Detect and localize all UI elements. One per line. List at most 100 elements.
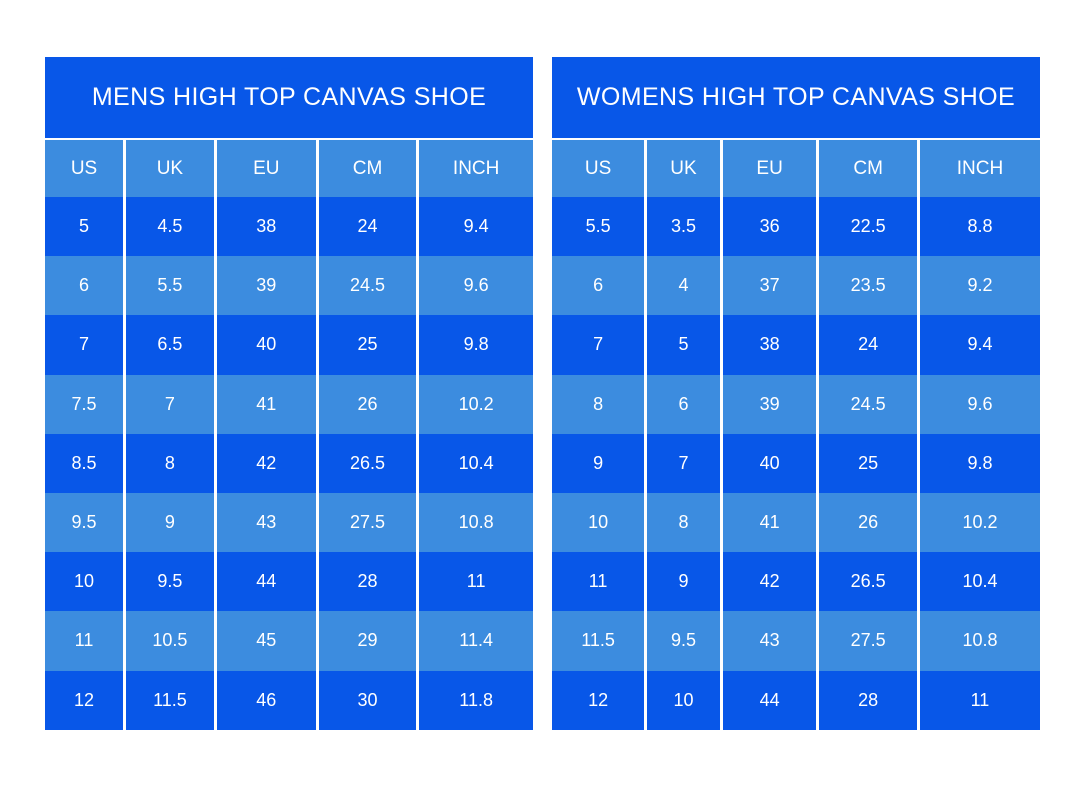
size-cell: 11.4 <box>416 611 533 671</box>
column-header-cm: CM <box>315 140 418 197</box>
table-row: 10 9.5 44 28 11 <box>45 552 533 612</box>
column-header-uk: UK <box>644 140 722 197</box>
size-cell: 6 <box>593 275 604 296</box>
size-cell: 8 <box>593 393 604 414</box>
size-charts: MENS HIGH TOP CANVAS SHOE US UK EU CM INCH 5… <box>45 57 1040 730</box>
size-cell: 36 <box>719 197 818 257</box>
size-cell: 9.8 <box>916 433 1040 493</box>
size-cell: 11.5 <box>123 670 216 730</box>
table-row: 7 5 38 24 9.4 <box>552 315 1040 375</box>
size-cell: 41 <box>719 492 818 553</box>
size-cell: 44 <box>719 670 818 730</box>
size-cell: 11 <box>588 571 608 592</box>
size-cell: 24.5 <box>816 374 919 434</box>
size-cell: 38 <box>719 315 818 375</box>
size-cell: 24 <box>816 315 919 375</box>
size-cell: 24.5 <box>315 256 418 316</box>
table-row: 7.5 7 41 26 10.2 <box>45 374 533 434</box>
size-cell: 10 <box>588 512 609 533</box>
size-cell: 11 <box>416 552 533 612</box>
column-header-cm: CM <box>816 140 919 197</box>
womens-size-grid: US UK EU CM INCH 5.5 3.5 36 22.5 8.8 6 4 37 23.5 9.2 7… <box>552 140 1040 730</box>
size-cell: 3.5 <box>644 197 722 257</box>
column-header-us: US <box>70 157 98 179</box>
size-cell: 9.4 <box>916 315 1040 375</box>
size-cell: 10 <box>644 670 722 730</box>
size-cell: 5 <box>644 315 722 375</box>
size-cell: 43 <box>719 611 818 671</box>
size-cell: 9.6 <box>916 374 1040 434</box>
size-cell: 37 <box>719 256 818 316</box>
size-cell: 6.5 <box>123 315 216 375</box>
size-cell: 9.5 <box>71 512 97 533</box>
size-cell: 27.5 <box>315 492 418 553</box>
table-row: 8.5 8 42 26.5 10.4 <box>45 433 533 493</box>
size-cell: 11.5 <box>581 630 615 651</box>
size-cell: 6 <box>79 275 90 296</box>
table-row: 9.5 9 43 27.5 10.8 <box>45 492 533 553</box>
size-cell: 12 <box>588 689 609 710</box>
size-cell: 9.8 <box>416 315 533 375</box>
size-cell: 5.5 <box>585 216 611 237</box>
size-cell: 10.8 <box>916 611 1040 671</box>
size-cell: 9.5 <box>644 611 722 671</box>
table-row: 5.5 3.5 36 22.5 8.8 <box>552 197 1040 257</box>
size-cell: 9 <box>593 452 604 473</box>
size-cell: 26 <box>315 374 418 434</box>
size-cell: 28 <box>816 670 919 730</box>
size-cell: 8 <box>644 492 722 553</box>
table-row: 8 6 39 24.5 9.6 <box>552 374 1040 434</box>
table-row: 11 9 42 26.5 10.4 <box>552 552 1040 612</box>
size-cell: 5.5 <box>123 256 216 316</box>
size-cell: 10 <box>74 571 95 592</box>
size-cell: 7 <box>644 433 722 493</box>
size-cell: 23.5 <box>816 256 919 316</box>
size-cell: 9 <box>644 552 722 612</box>
column-header-inch: INCH <box>916 140 1040 197</box>
size-cell: 28 <box>315 552 418 612</box>
size-cell: 40 <box>719 433 818 493</box>
mens-size-table: MENS HIGH TOP CANVAS SHOE US UK EU CM INCH 5… <box>45 57 533 730</box>
size-cell: 9.4 <box>416 197 533 257</box>
size-cell: 7.5 <box>71 393 97 414</box>
size-cell: 12 <box>74 689 95 710</box>
table-row: 12 10 44 28 11 <box>552 670 1040 730</box>
size-cell: 11.8 <box>416 670 533 730</box>
table-row: 12 11.5 46 30 11.8 <box>45 670 533 730</box>
table-row: 6 5.5 39 24.5 9.6 <box>45 256 533 316</box>
size-cell: 42 <box>719 552 818 612</box>
size-cell: 30 <box>315 670 418 730</box>
size-cell: 9.6 <box>416 256 533 316</box>
size-cell: 43 <box>213 492 318 553</box>
table-row: 11 10.5 45 29 11.4 <box>45 611 533 671</box>
size-cell: 39 <box>213 256 318 316</box>
size-cell: 38 <box>213 197 318 257</box>
size-cell: 9.2 <box>916 256 1040 316</box>
size-cell: 11 <box>74 630 94 651</box>
mens-table-title: MENS HIGH TOP CANVAS SHOE <box>45 57 533 140</box>
size-cell: 6 <box>644 374 722 434</box>
size-cell: 10.8 <box>416 492 533 553</box>
size-cell: 25 <box>816 433 919 493</box>
size-cell: 9 <box>123 492 216 553</box>
size-cell: 10.5 <box>123 611 216 671</box>
size-cell: 4 <box>644 256 722 316</box>
size-cell: 10.2 <box>416 374 533 434</box>
size-cell: 11 <box>916 670 1040 730</box>
column-header-eu: EU <box>213 140 318 197</box>
size-cell: 22.5 <box>816 197 919 257</box>
table-row: 7 6.5 40 25 9.8 <box>45 315 533 375</box>
size-cell: 46 <box>213 670 318 730</box>
size-cell: 8 <box>123 433 216 493</box>
size-cell: 10.2 <box>916 492 1040 553</box>
size-cell: 29 <box>315 611 418 671</box>
size-cell: 9.5 <box>123 552 216 612</box>
table-row: 10 8 41 26 10.2 <box>552 492 1040 553</box>
size-cell: 5 <box>79 216 90 237</box>
size-cell: 24 <box>315 197 418 257</box>
size-cell: 39 <box>719 374 818 434</box>
size-cell: 40 <box>213 315 318 375</box>
size-cell: 7 <box>79 334 90 355</box>
size-cell: 26.5 <box>816 552 919 612</box>
size-cell: 26.5 <box>315 433 418 493</box>
